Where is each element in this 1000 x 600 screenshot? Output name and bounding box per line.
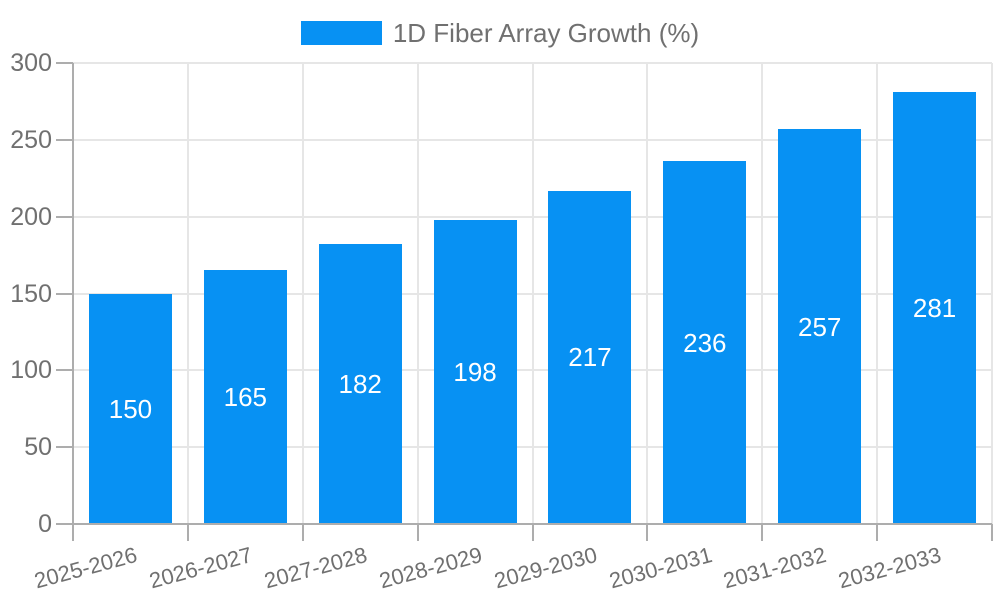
gridline-vertical xyxy=(301,63,304,524)
bar xyxy=(433,219,517,524)
x-tick-label: 2029-2030 xyxy=(491,542,600,594)
x-axis-tick xyxy=(876,524,879,541)
y-tick-label: 50 xyxy=(24,433,52,462)
y-tick-label: 100 xyxy=(10,356,52,385)
gridline-vertical xyxy=(531,63,534,524)
x-tick-label: 2025-2026 xyxy=(31,542,140,594)
gridline-vertical xyxy=(416,63,419,524)
x-axis-tick xyxy=(72,524,74,541)
bar-value-label: 182 xyxy=(338,369,382,400)
y-axis-tick xyxy=(56,215,73,218)
bar xyxy=(88,293,172,524)
y-axis-tick xyxy=(56,62,73,64)
bar-value-label: 150 xyxy=(108,393,153,424)
y-axis-tick xyxy=(56,138,73,141)
y-axis-tick xyxy=(56,292,73,295)
x-axis-tick xyxy=(186,524,189,541)
bar-value-label: 165 xyxy=(223,382,267,413)
x-tick-label: 2031-2032 xyxy=(721,542,830,594)
x-tick-label: 2028-2029 xyxy=(376,542,485,594)
bar-value-label: 257 xyxy=(797,311,842,342)
x-axis-tick xyxy=(646,524,649,541)
y-axis-tick xyxy=(56,446,73,449)
y-axis-line xyxy=(72,63,74,541)
x-axis-tick xyxy=(761,524,764,541)
gridline-vertical xyxy=(991,63,993,524)
bar-value-label: 198 xyxy=(453,356,497,387)
gridline-vertical xyxy=(186,63,189,524)
x-tick-label: 2030-2031 xyxy=(606,542,715,594)
y-axis-tick xyxy=(56,369,73,372)
x-axis-tick xyxy=(416,524,419,541)
x-axis-tick xyxy=(531,524,534,541)
x-axis-tick xyxy=(991,524,993,541)
y-tick-label: 300 xyxy=(10,49,52,77)
gridline-vertical xyxy=(646,63,649,524)
y-tick-label: 200 xyxy=(10,202,52,231)
legend-swatch xyxy=(300,21,382,45)
bar-value-label: 236 xyxy=(683,327,727,358)
gridline-vertical xyxy=(761,63,764,524)
y-tick-label: 150 xyxy=(10,279,52,308)
x-tick-label: 2032-2033 xyxy=(835,542,945,594)
gridline-vertical xyxy=(876,63,879,524)
bar xyxy=(318,244,402,524)
y-axis-tick xyxy=(56,523,73,525)
y-tick-label: 250 xyxy=(10,125,52,154)
bar-value-label: 217 xyxy=(568,342,612,373)
bar xyxy=(203,270,287,524)
bar-value-label: 281 xyxy=(912,293,957,324)
legend: 1D Fiber Array Growth (%) xyxy=(0,18,1000,48)
x-axis-tick xyxy=(301,524,304,541)
x-tick-label: 2027-2028 xyxy=(261,542,370,594)
legend-label: 1D Fiber Array Growth (%) xyxy=(392,18,700,48)
x-tick-label: 2026-2027 xyxy=(146,542,255,594)
bar xyxy=(663,161,747,524)
y-tick-label: 0 xyxy=(38,510,52,538)
bar xyxy=(893,92,977,524)
bar xyxy=(778,129,862,524)
bar xyxy=(548,190,632,524)
